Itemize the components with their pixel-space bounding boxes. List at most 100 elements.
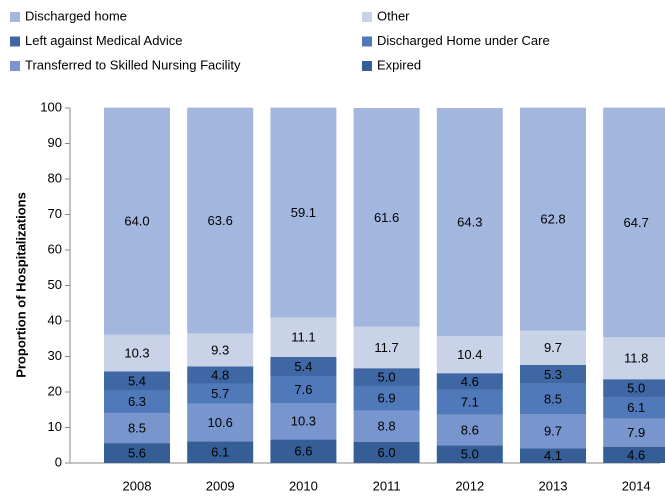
value-label: 64.0 (124, 214, 149, 229)
bar-segment (187, 366, 254, 384)
bar-segment (353, 385, 420, 411)
value-label: 10.6 (208, 415, 233, 430)
bar-segment (187, 403, 254, 442)
value-label: 9.3 (211, 342, 229, 357)
value-label: 11.7 (374, 340, 398, 355)
bar-segment (270, 356, 337, 377)
x-tick-label: 2011 (373, 478, 401, 493)
value-label: 5.7 (211, 386, 229, 401)
bar-segment (603, 107, 665, 338)
value-label: 8.8 (378, 419, 396, 434)
bar-segment (187, 441, 254, 463)
value-label: 5.6 (128, 445, 146, 460)
y-axis-title: Proportion of Hospitalizations (13, 192, 28, 378)
bar-segment (603, 337, 665, 380)
legend-label: Discharged Home under Care (377, 33, 550, 48)
value-label: 64.7 (624, 215, 649, 230)
x-tick-label: 2012 (455, 478, 484, 493)
legend-swatch (362, 12, 372, 22)
y-tick-label: 10 (48, 419, 62, 434)
bar-segment (187, 333, 254, 367)
y-tick-label: 60 (48, 241, 62, 256)
value-label: 5.0 (461, 447, 479, 462)
legend-swatch (10, 12, 20, 22)
bar-segment (353, 441, 420, 463)
value-label: 4.6 (461, 374, 479, 389)
bar-segment (520, 414, 586, 449)
bar-segment (104, 371, 170, 391)
value-label: 5.0 (378, 370, 396, 385)
bar-segment (436, 414, 503, 446)
y-tick-label: 50 (48, 277, 62, 292)
y-tick-label: 90 (48, 135, 62, 150)
value-label: 10.4 (457, 347, 482, 362)
value-label: 10.3 (124, 346, 149, 361)
value-label: 9.7 (544, 424, 562, 439)
y-tick-label: 100 (40, 99, 62, 114)
bar-segment (353, 326, 420, 369)
value-label: 61.6 (374, 210, 399, 225)
value-label: 7.9 (627, 425, 645, 440)
x-tick-label: 2009 (206, 478, 235, 493)
value-label: 5.4 (294, 359, 312, 374)
value-label: 5.0 (627, 381, 645, 396)
bar-segment (104, 443, 170, 463)
bar-segment (603, 418, 665, 447)
bar-segment (270, 439, 337, 463)
value-label: 11.8 (624, 351, 648, 366)
value-label: 4.8 (211, 367, 229, 382)
value-label: 6.6 (294, 444, 312, 459)
bar-segment (104, 412, 170, 444)
value-label: 6.3 (128, 394, 146, 409)
legend-swatch (10, 36, 20, 47)
value-label: 8.5 (544, 391, 562, 406)
bar-segment (104, 390, 170, 413)
bar-segment (353, 410, 420, 442)
value-label: 63.6 (208, 213, 233, 228)
legend-label: Left against Medical Advice (25, 33, 183, 48)
bar-segment (436, 336, 503, 374)
value-label: 6.9 (378, 391, 396, 406)
value-label: 4.1 (544, 448, 562, 463)
value-label: 8.5 (128, 420, 146, 435)
value-label: 5.4 (128, 373, 146, 388)
bar-segment (603, 396, 665, 419)
bar-segment (187, 383, 254, 404)
value-label: 59.1 (291, 205, 316, 220)
y-tick-label: 0 (55, 454, 62, 469)
bar-segment (520, 330, 586, 366)
legend-swatch (362, 61, 372, 71)
value-label: 7.6 (294, 382, 312, 397)
value-label: 9.7 (544, 340, 562, 355)
bar-segment (436, 373, 503, 390)
bar-segment (353, 368, 420, 386)
legend-swatch (362, 36, 372, 47)
bar-segment (520, 383, 586, 415)
bar-segment (270, 317, 337, 357)
bar-segment (436, 445, 503, 463)
x-tick-label: 2014 (622, 478, 651, 493)
legend-label: Discharged home (25, 8, 127, 23)
bar-segment (270, 376, 337, 404)
bar-segment (270, 107, 337, 318)
value-label: 10.3 (291, 414, 316, 429)
bar-segment (104, 107, 170, 335)
value-label: 6.0 (378, 445, 396, 460)
bar-segment (436, 389, 503, 415)
value-label: 62.8 (540, 212, 565, 227)
legend-label: Expired (377, 57, 421, 72)
value-label: 7.1 (461, 395, 479, 410)
legend-label: Transferred to Skilled Nursing Facility (25, 57, 241, 72)
bar-segment (520, 107, 586, 331)
legend-label: Other (377, 8, 410, 23)
x-tick-label: 2010 (289, 478, 318, 493)
bar-segment (353, 108, 420, 327)
bar-segment (520, 365, 586, 384)
value-label: 6.1 (211, 445, 229, 460)
bar-segment (603, 379, 665, 397)
bar-segment (187, 107, 254, 334)
y-tick-label: 40 (48, 312, 62, 327)
bar-segment (520, 448, 586, 463)
bar-segment (603, 446, 665, 463)
